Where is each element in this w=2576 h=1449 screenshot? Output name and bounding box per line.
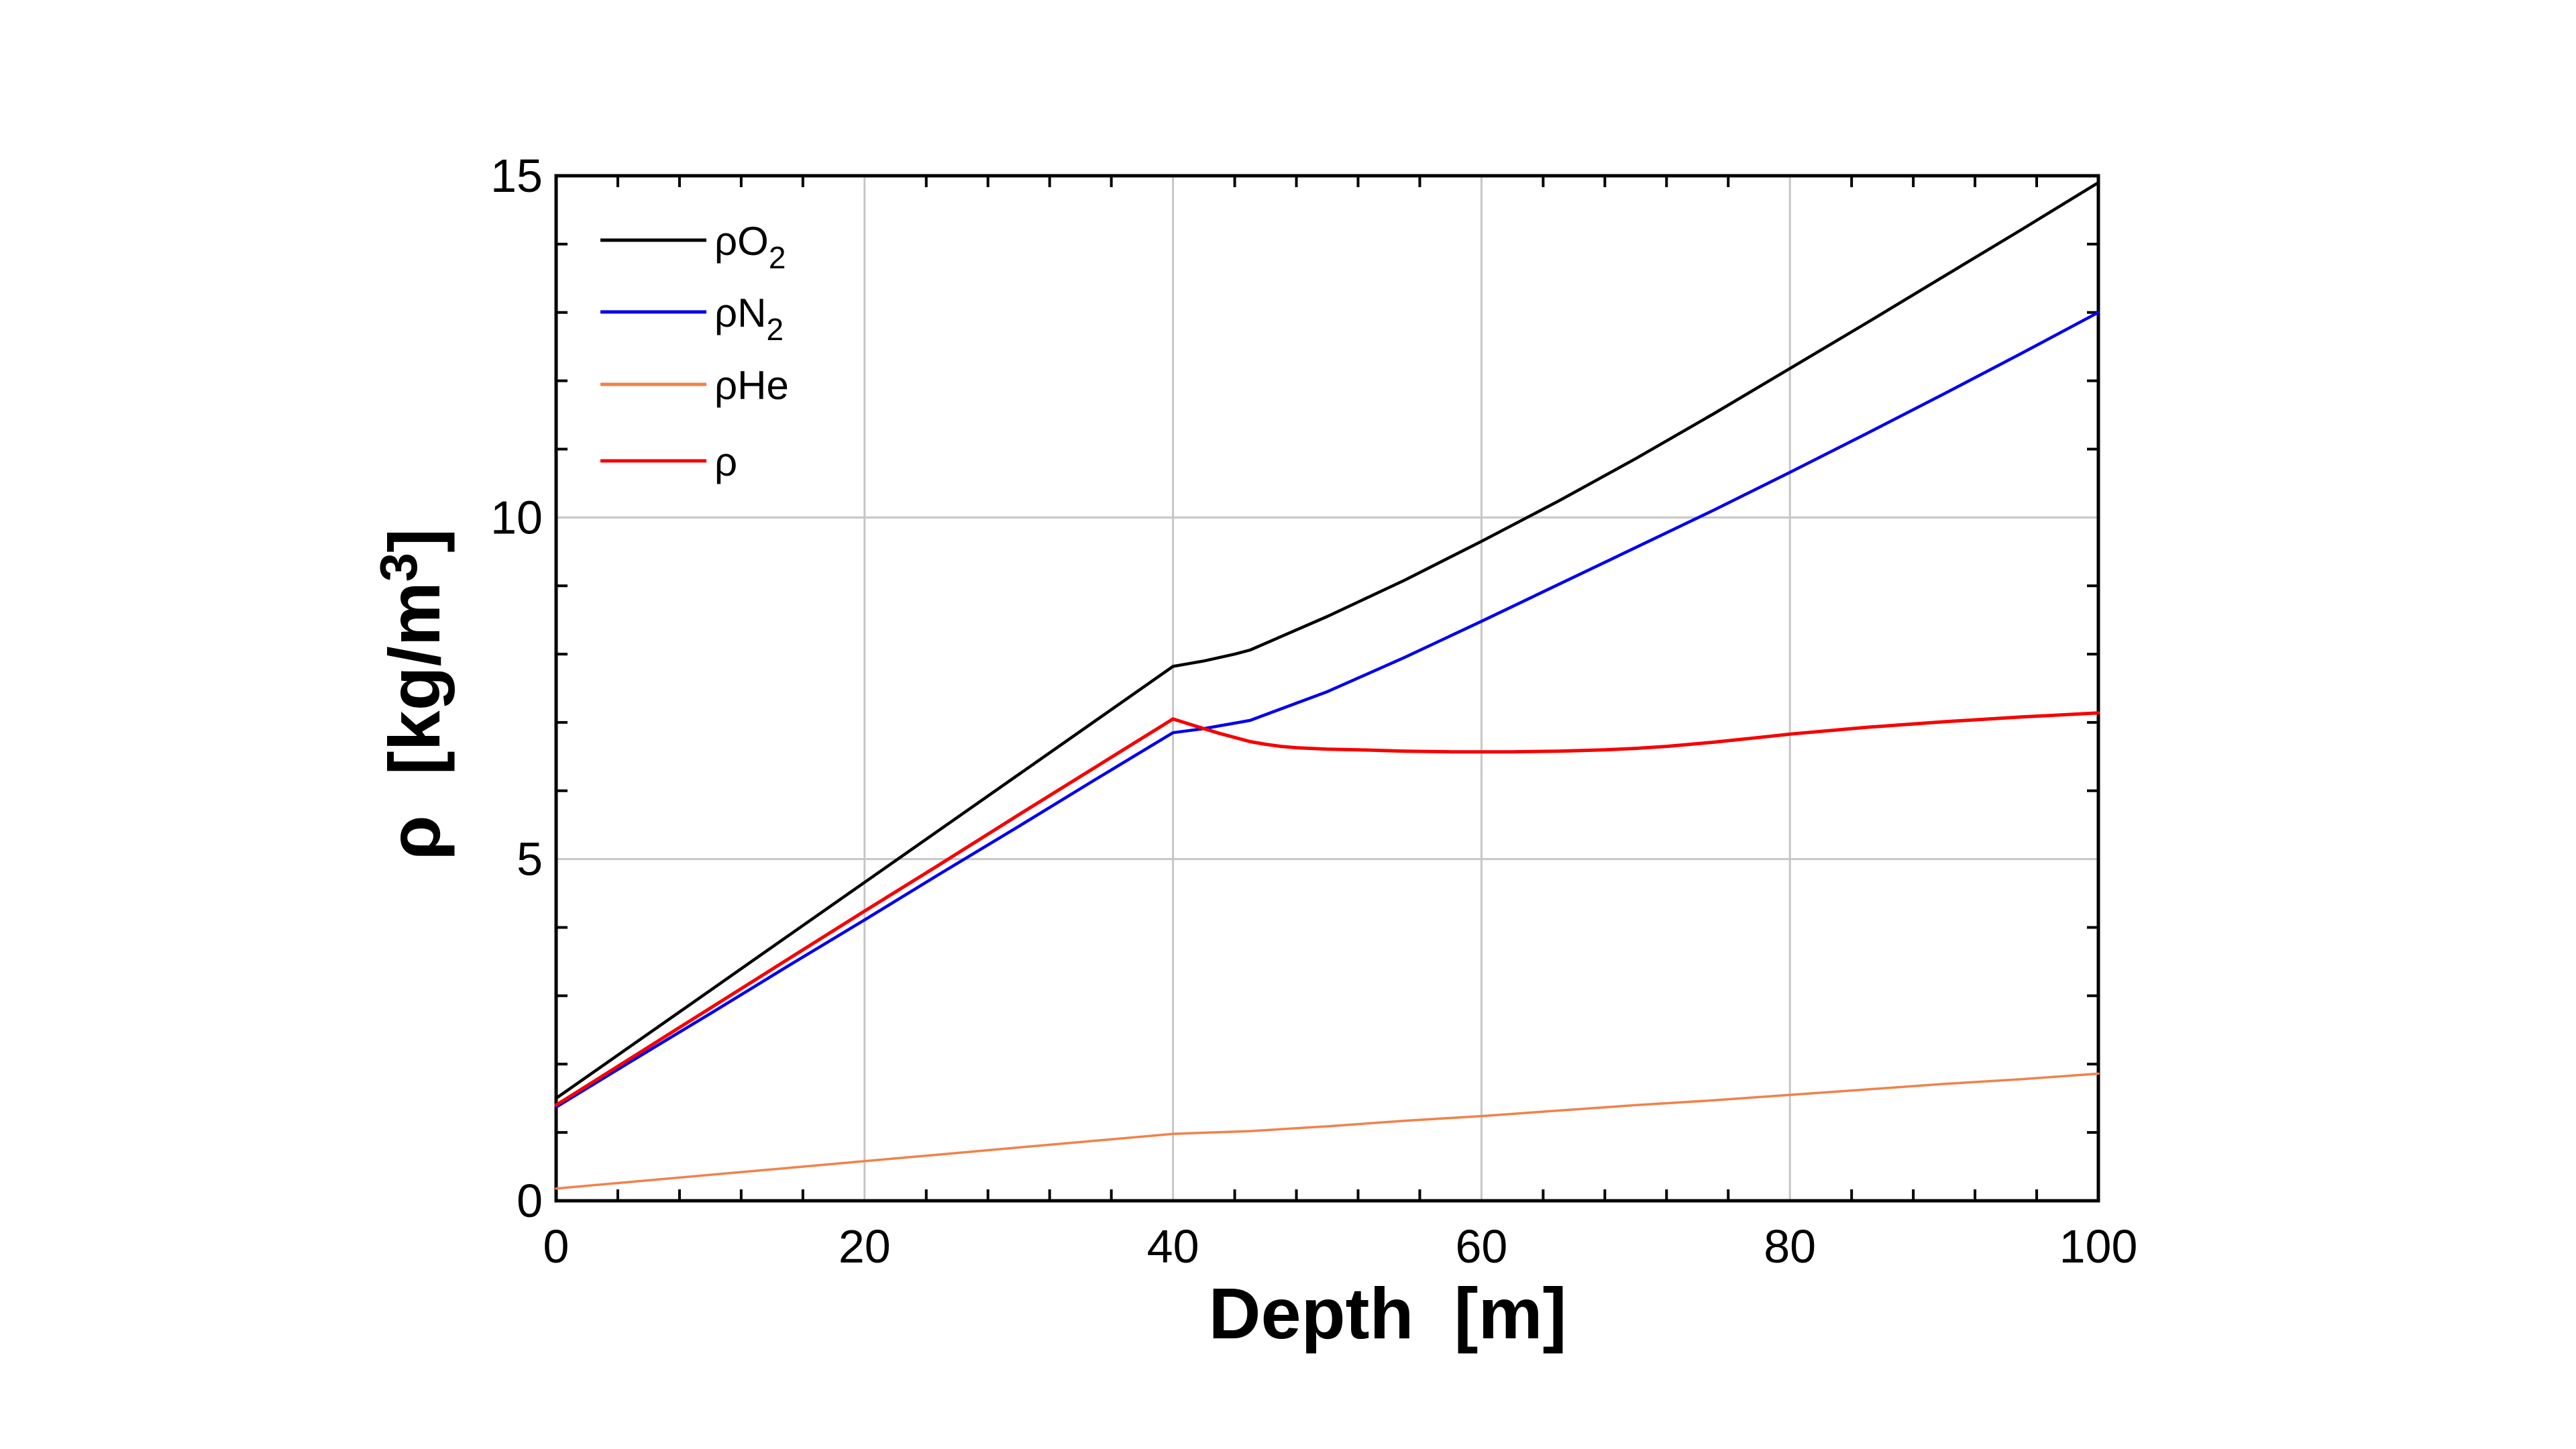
series-rhoO2-line bbox=[554, 180, 2100, 1100]
x-tick-label: 100 bbox=[2059, 1220, 2138, 1273]
legend-label-rhoN2: ρN2 bbox=[714, 290, 784, 347]
series-rhoN2-line bbox=[554, 311, 2100, 1109]
series-rhoHe-line bbox=[555, 1072, 2100, 1190]
x-tick-label: 0 bbox=[543, 1220, 570, 1273]
x-tick-label: 80 bbox=[1764, 1220, 1816, 1273]
legend-item-rhoO2: ρO2 bbox=[600, 219, 786, 275]
x-axis-title: Depth [m] bbox=[1209, 1273, 1567, 1354]
y-tick-label: 10 bbox=[490, 491, 543, 543]
x-tick-label: 60 bbox=[1455, 1220, 1507, 1273]
plot-frame bbox=[554, 174, 2100, 1203]
x-tick-label: 20 bbox=[839, 1220, 891, 1273]
y-tick-label: 5 bbox=[517, 833, 543, 885]
y-axis-title: ρ [kg/m3] bbox=[369, 529, 455, 860]
legend-label-rho: ρ bbox=[714, 439, 737, 484]
y-tick-label: 0 bbox=[517, 1175, 543, 1227]
legend-label-rhoO2: ρO2 bbox=[714, 219, 786, 275]
legend-item-rho: ρ bbox=[600, 439, 737, 484]
series-rho-line bbox=[554, 711, 2100, 1107]
x-tick-label: 40 bbox=[1147, 1220, 1199, 1273]
legend-label-rhoHe: ρHe bbox=[714, 363, 789, 408]
legend-item-rhoN2: ρN2 bbox=[600, 290, 784, 347]
y-tick-label: 15 bbox=[490, 150, 543, 202]
legend-item-rhoHe: ρHe bbox=[600, 363, 789, 408]
